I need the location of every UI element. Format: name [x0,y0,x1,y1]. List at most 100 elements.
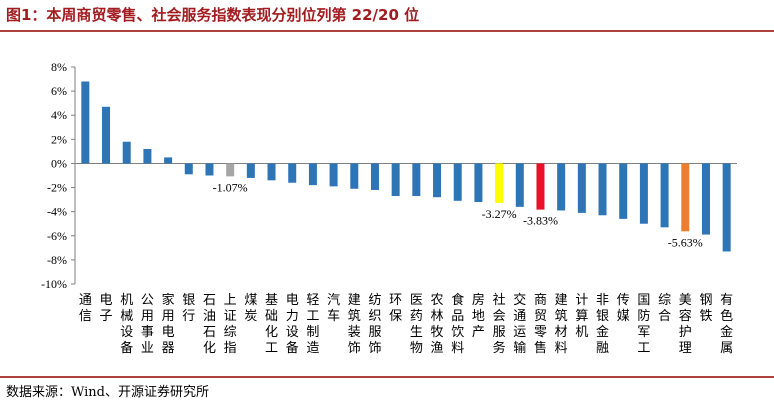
category-label: 筑 [348,308,361,324]
category-label: 用 [162,309,175,324]
bar [681,163,690,232]
y-tick-label: 2% [51,132,67,146]
category-label: 食 [451,292,464,308]
bar [474,163,483,203]
category-label: 医 [410,293,423,308]
category-label: 林 [431,309,444,324]
bar [102,106,111,164]
category-label: 料 [451,341,464,356]
category-label: 融 [596,341,609,356]
bar [81,81,90,164]
bar [701,163,710,235]
category-label: 生 [410,325,423,340]
category-label: 建 [348,293,361,308]
category-label: 银 [596,309,609,324]
category-label: 容 [679,308,692,324]
category-label: 事 [141,325,154,340]
category-label: 合 [658,309,671,324]
category-label: 电 [286,293,299,308]
title-divider [0,30,774,32]
bar [495,163,504,203]
category-label: 车 [327,308,340,324]
bar [308,163,317,186]
category-label: 饮 [451,325,464,340]
category-label: 基 [265,293,278,308]
data-label: -3.27% [482,207,517,221]
category-label: 石 [203,325,216,340]
category-label: 工 [265,341,278,356]
category-label: 设 [286,325,299,340]
category-label: 贸 [534,309,547,324]
category-label: 机 [120,293,133,308]
category-label: 算 [575,309,588,324]
category-label: 物 [410,341,423,356]
category-label: 媒 [617,309,630,324]
category-label: 业 [141,341,154,356]
category-label: 军 [637,325,650,340]
bar [164,157,173,164]
y-tick-label: 6% [51,84,67,98]
category-label: 材 [555,325,568,340]
category-label: 务 [493,340,506,356]
category-label: 电 [100,293,113,308]
category-label: 商 [534,293,547,308]
y-tick-label: -6% [47,229,67,243]
category-label: 牧 [431,325,444,340]
category-label: 用 [141,309,154,324]
bar [329,163,338,187]
category-label: 础 [265,309,278,324]
category-label: 环 [389,293,402,308]
category-label: 零 [534,325,547,340]
category-label: 交 [513,292,526,308]
category-label: 色 [720,308,733,324]
bar [619,163,628,219]
category-label: 油 [203,309,216,324]
category-label: 银 [182,293,195,308]
category-label: 纺 [368,293,381,308]
y-tick-label: -4% [47,205,67,219]
category-label: 房 [472,292,485,308]
y-tick-label: 4% [51,108,67,122]
category-label: 服 [368,325,381,340]
category-label: 备 [120,340,133,356]
category-label: 轻 [306,293,319,308]
category-label: 筑 [555,308,568,324]
category-label: 属 [720,341,733,356]
bar [536,163,545,210]
y-tick-label: -8% [47,253,67,267]
bar [639,163,648,224]
category-label: 机 [575,325,588,340]
bar [370,163,379,190]
category-label: 公 [141,293,154,308]
bar [267,163,276,181]
bar [577,163,586,213]
category-label: 社 [493,292,506,308]
category-label: 保 [389,309,402,324]
bar [722,163,731,252]
category-label: 器 [162,341,175,356]
category-label: 电 [162,325,175,340]
category-label: 煤 [244,293,257,308]
category-label: 饰 [348,341,361,356]
category-label: 钢 [699,293,712,308]
category-label: 炭 [244,309,257,324]
bar [391,163,400,196]
category-label: 农 [431,293,444,308]
category-label: 饰 [368,341,381,356]
category-label: 非 [596,293,609,308]
category-label: 指 [224,341,237,356]
category-label: 工 [306,309,319,324]
category-label: 售 [534,340,547,356]
category-label: 织 [368,309,381,324]
category-label: 工 [637,341,650,356]
bar [184,163,193,175]
bar [598,163,607,216]
chart-title: 图1：本周商贸零售、社会服务指数表现分别位列第 22/20 位 [6,6,420,24]
bar [453,163,462,201]
category-label: 械 [120,309,133,324]
bar [433,163,442,198]
bar [660,163,669,228]
category-label: 传 [617,293,630,308]
category-label: 上 [224,293,237,308]
bar [122,141,131,164]
